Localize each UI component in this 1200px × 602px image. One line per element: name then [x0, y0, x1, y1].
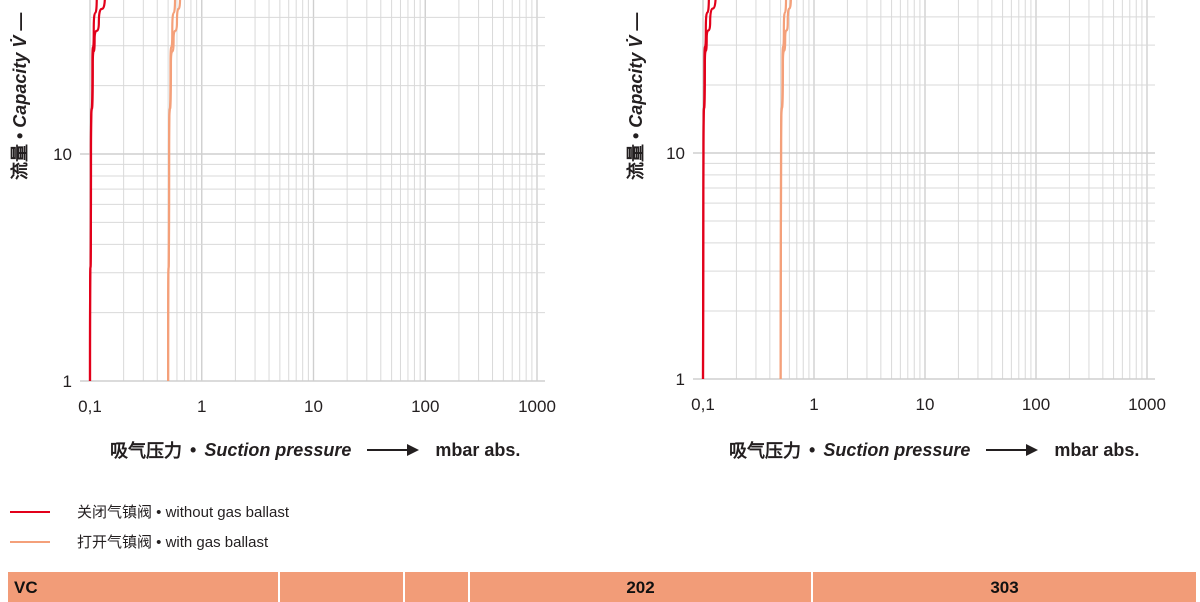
table-header-cell: 303	[990, 578, 1019, 597]
x-axis-label-left: 吸气压力 • Suction pressure mbar abs.	[110, 439, 521, 462]
legend-item-with-gas-ballast: 打开气镇阀 • with gas ballast	[10, 531, 268, 552]
table-header-row: VC 202 303	[8, 572, 1196, 602]
table-header-cell: 202	[470, 572, 813, 602]
series-line-with-gas-ballast	[779, 0, 792, 380]
legend-swatch	[10, 510, 50, 513]
x-tick-label: 0,1	[78, 397, 102, 416]
legend-item-without-gas-ballast: 关闭气镇阀 • without gas ballast	[10, 501, 289, 522]
series-line-without-gas-ballast	[88, 0, 106, 382]
x-tick-label: 1	[809, 395, 818, 414]
y-axis-label-left: 流量 • Capacity V̇ —	[10, 12, 30, 180]
x-tick-label: 1000	[518, 397, 556, 416]
x-tick-label: 10	[304, 397, 323, 416]
x-tick-label: 1000	[1128, 395, 1166, 414]
x-tick-label: 1	[197, 397, 206, 416]
arrow-icon	[367, 444, 420, 456]
legend-label: 关闭气镇阀 • without gas ballast	[77, 504, 289, 521]
y-axis-label-right: 流量 • Capacity V̇ —	[626, 12, 646, 180]
x-tick-label: 10	[916, 395, 935, 414]
legend-swatch	[10, 540, 50, 543]
table-header-cell	[405, 572, 470, 602]
y-tick-label: 10	[666, 144, 685, 163]
arrow-icon	[986, 444, 1039, 456]
table-header-cell	[280, 572, 405, 602]
x-tick-label: 100	[1022, 395, 1050, 414]
y-tick-label: 1	[676, 370, 685, 389]
x-axis-label-right: 吸气压力 • Suction pressure mbar abs.	[729, 439, 1140, 462]
series-line-without-gas-ballast	[701, 0, 717, 380]
table-header-cell: VC	[8, 572, 280, 602]
x-tick-label: 100	[411, 397, 439, 416]
y-tick-label: 10	[53, 145, 72, 164]
y-tick-label: 1	[63, 372, 72, 391]
x-tick-label: 0,1	[691, 395, 715, 414]
series-line-with-gas-ballast	[167, 0, 182, 382]
legend-label: 打开气镇阀 • with gas ballast	[77, 534, 269, 551]
charts-canvas: 0,1 1 10 100 1000 1 10 0,1 1 10 100 1000 1 10	[53, 0, 1166, 416]
